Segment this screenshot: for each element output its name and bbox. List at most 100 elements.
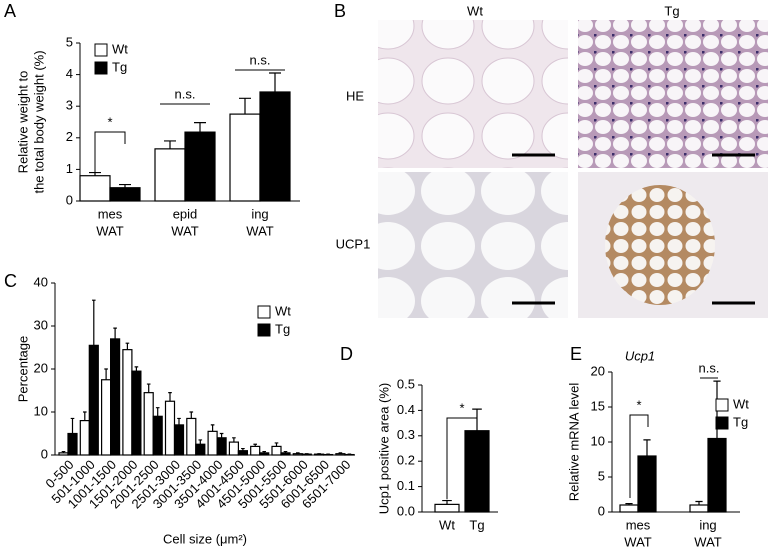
y-tick-label: 30 (34, 317, 48, 332)
panel-label: D (340, 344, 353, 364)
y-tick-label: 0 (66, 192, 73, 207)
significance-bracket (94, 131, 126, 173)
bar (109, 187, 141, 202)
error-bar (113, 327, 117, 339)
y-tick-label: 5 (598, 468, 605, 483)
image-he-tg (578, 20, 768, 168)
x-tick-label: ing (699, 517, 716, 532)
x-tick-label: mes (626, 517, 651, 532)
bar (228, 441, 239, 456)
y-axis-label: Relative mRNA level (566, 383, 581, 502)
bar (280, 452, 291, 456)
x-tick-label: mes (98, 206, 123, 221)
y-tick-label: 15 (591, 398, 605, 413)
bar (689, 504, 709, 513)
image-ucp1-wt (378, 172, 568, 318)
bar (707, 437, 727, 513)
legend-swatch (94, 61, 108, 75)
bar (152, 415, 163, 456)
x-tick-label: WAT (96, 223, 123, 238)
error-bar (695, 500, 703, 505)
x-tick-label: WAT (694, 534, 721, 549)
error-bar (125, 342, 130, 350)
bar (154, 148, 186, 202)
error-bar (70, 417, 75, 434)
error-bar (253, 443, 257, 447)
bar (464, 430, 490, 513)
x-tick-label: WAT (171, 223, 198, 238)
annotation: * (459, 400, 464, 415)
bar (100, 379, 112, 456)
error-bar (643, 439, 651, 456)
y-tick-label: 4 (66, 66, 73, 81)
bar (79, 175, 111, 202)
y-tick-label: 0.1 (397, 478, 415, 493)
error-bar (83, 411, 87, 421)
y-tick-label: 10 (591, 433, 605, 448)
error-bar (219, 432, 224, 438)
error-bar (625, 503, 633, 505)
error-bar (194, 122, 206, 133)
y-tick-label: 2 (66, 129, 73, 144)
error-bar (262, 450, 266, 453)
error-bar (239, 97, 251, 115)
bar (250, 445, 261, 456)
y-tick-label: 0 (598, 503, 605, 518)
panel-label: E (570, 344, 582, 364)
bar (637, 455, 657, 513)
x-tick-label: WAT (624, 534, 651, 549)
error-bar (134, 366, 139, 372)
y-axis-label: Ucp1 positive area (%) (376, 383, 391, 515)
x-tick-label: ing (251, 206, 268, 221)
bar (335, 453, 346, 456)
bar (122, 349, 133, 456)
x-tick-label: Tg (469, 517, 484, 532)
x-tick-label: Wt (439, 517, 455, 532)
bar (58, 452, 69, 456)
image-he-wt (378, 20, 568, 168)
bar (79, 420, 90, 456)
y-tick-label: 40 (34, 274, 48, 289)
bar (292, 453, 303, 456)
legend-label: Wt (112, 41, 128, 56)
error-bar (442, 499, 452, 505)
error-bar (164, 140, 176, 149)
bar (619, 504, 639, 513)
panel-label: A (4, 1, 16, 21)
annotation: n.s. (699, 360, 720, 375)
error-bar (241, 447, 245, 451)
y-tick-label: 5 (66, 34, 73, 49)
annotation: n.s. (175, 86, 196, 101)
error-bar (269, 72, 281, 92)
bar (164, 400, 176, 456)
error-bar (61, 450, 66, 453)
error-bar (210, 424, 215, 432)
legend-label: Tg (733, 414, 748, 429)
significance-bracket (446, 417, 478, 500)
bar (259, 452, 270, 456)
row-label: UCP1 (336, 236, 371, 251)
bar (229, 113, 261, 202)
bar (67, 432, 78, 456)
panel-label: C (4, 271, 17, 291)
error-bar (92, 299, 96, 346)
y-axis-label: Percentage (15, 336, 30, 403)
bar (88, 344, 99, 456)
y-tick-label: 10 (34, 403, 48, 418)
y-tick-label: 0.2 (397, 453, 415, 468)
y-tick-label: 0.5 (397, 376, 415, 391)
legend-swatch (257, 323, 271, 337)
legend-swatch (257, 305, 271, 319)
error-bar (198, 439, 203, 445)
significance-bracket (629, 414, 649, 498)
error-bar (155, 407, 160, 417)
error-bar (338, 452, 343, 454)
error-bar (177, 417, 181, 425)
y-axis-label: Relative weight to (15, 71, 30, 174)
x-tick-label: WAT (246, 223, 273, 238)
row-label: HE (346, 88, 364, 103)
bar (186, 417, 197, 456)
annotation: * (107, 114, 112, 129)
x-tick-label: epid (173, 206, 198, 221)
panel-label: B (334, 1, 346, 21)
